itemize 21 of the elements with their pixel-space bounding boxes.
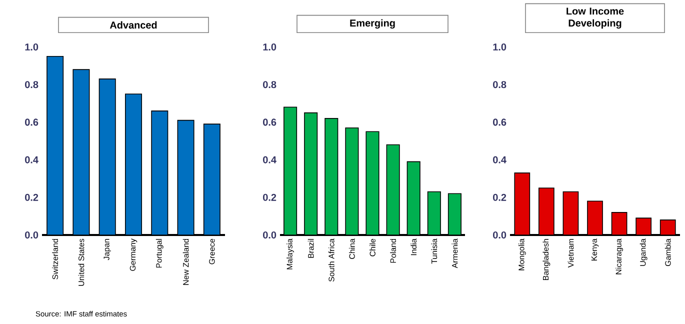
chart-title: Emerging <box>350 19 395 29</box>
y-tick-label: 0.0 <box>25 231 38 239</box>
y-tick-label: 0.2 <box>263 194 276 201</box>
y-tick-label: 0.2 <box>25 194 38 201</box>
y-tick-label: 0.4 <box>493 156 506 164</box>
y-tick-label: 1.0 <box>25 43 38 51</box>
y-tick-label: 0.6 <box>263 118 276 126</box>
chart-title: Advanced <box>110 21 157 29</box>
y-tick-label: 0.6 <box>25 118 38 126</box>
y-tick-label: 0.2 <box>493 194 506 201</box>
chart-title: Low Income Developing <box>566 8 624 29</box>
y-tick-label: 1.0 <box>493 43 506 51</box>
y-tick-label: 0.0 <box>493 231 506 239</box>
y-tick-label: 0.4 <box>25 156 38 164</box>
y-tick-label: 0.8 <box>263 81 276 88</box>
y-tick-label: 1.0 <box>263 43 276 51</box>
y-tick-label: 0.4 <box>263 156 276 164</box>
y-tick-label: 0.8 <box>25 81 38 88</box>
y-tick-label: 0.6 <box>493 118 506 126</box>
y-tick-label: 0.8 <box>493 81 506 88</box>
y-tick-label: 0.0 <box>263 231 276 239</box>
